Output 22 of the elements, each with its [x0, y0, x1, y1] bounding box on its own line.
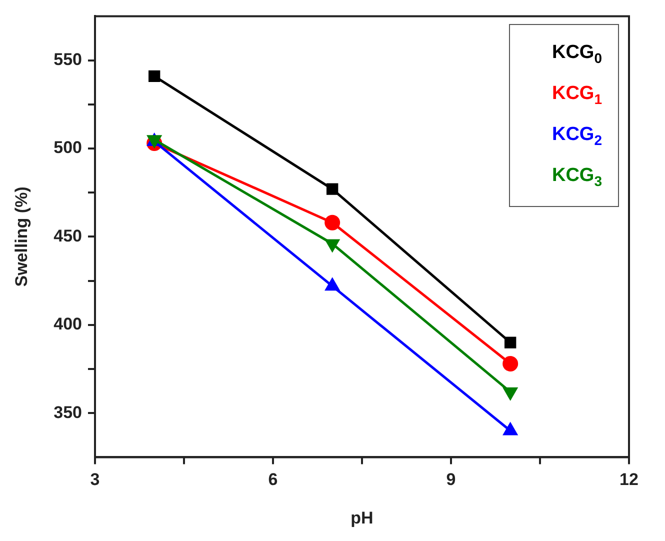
y-tick-label: 550 — [54, 50, 82, 69]
point — [325, 278, 340, 291]
point — [503, 422, 518, 436]
x-axis-title: pH — [350, 508, 374, 528]
x-tick-label: 9 — [446, 470, 456, 490]
point — [504, 336, 516, 348]
y-axis-title: Swelling (%) — [12, 186, 31, 287]
text: KCG$_{3}$ — [552, 164, 602, 190]
point — [502, 356, 518, 372]
point — [148, 70, 160, 82]
x-tick-label: 6 — [268, 470, 278, 490]
y-tick-label: 450 — [54, 226, 82, 246]
y-tick-label: 500 — [54, 138, 82, 158]
text: KCG$_{2}$ — [552, 122, 602, 150]
y-tick-label: 350 — [54, 402, 82, 422]
x-tick-label: 3 — [90, 470, 100, 490]
text: KCG$_{0}$ — [552, 41, 602, 68]
point — [326, 183, 338, 195]
point — [324, 214, 340, 230]
x-tick-label: 12 — [620, 470, 638, 490]
text: KCG$_{1}$ — [552, 82, 602, 109]
y-tick-label: 400 — [54, 314, 82, 334]
